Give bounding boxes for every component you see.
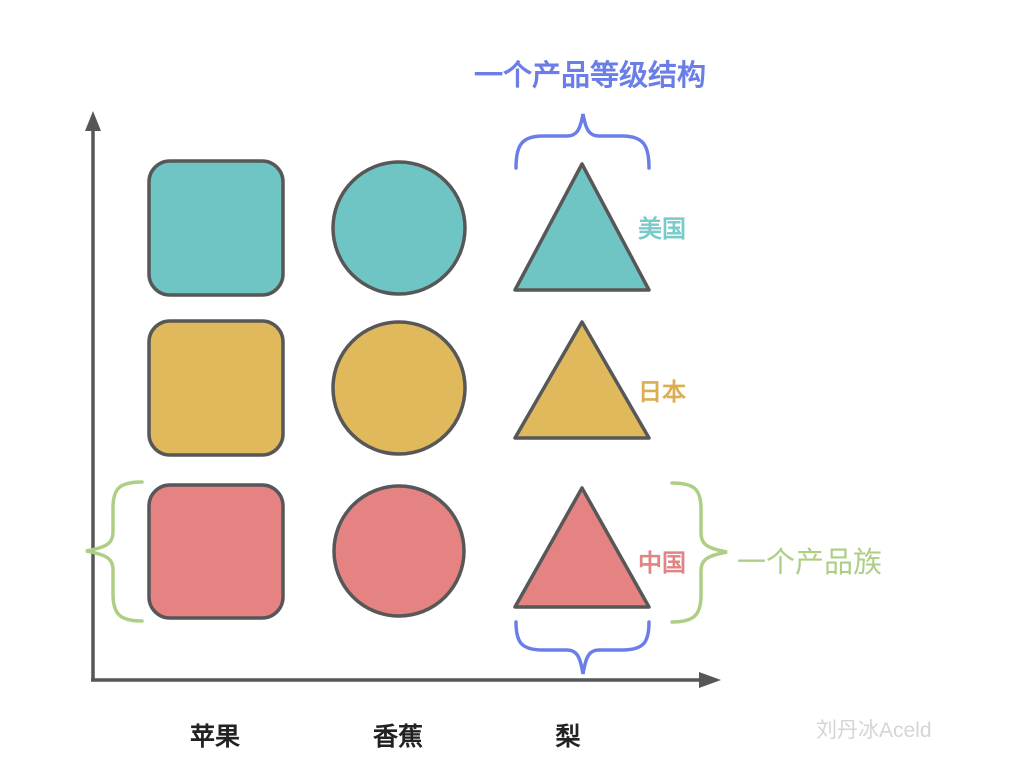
watermark: 刘丹冰Aceld [816,719,932,742]
shape-banana-japan-circle [331,320,467,456]
shape-pear-usa-triangle [513,162,651,292]
shape-apple-china-square [147,483,285,620]
column-label-banana: 香蕉 [373,723,423,751]
row-label-usa: 美国 [638,215,686,243]
column-labels: 苹果 香蕉 梨 [190,723,581,751]
brace-bottom-product-hierarchy [514,620,651,675]
row-japan: 日本 [147,319,686,457]
x-axis-arrowhead-icon [699,672,721,688]
shape-apple-usa-square [147,159,285,297]
row-usa: 美国 [147,159,686,297]
column-label-apple: 苹果 [190,723,240,751]
row-label-japan: 日本 [638,379,686,406]
shape-pear-japan-triangle [513,320,651,440]
column-label-pear: 梨 [555,723,580,751]
product-family-label: 一个产品族 [737,546,882,579]
brace-left-product-family [85,480,144,623]
y-axis-arrowhead-icon [85,111,101,131]
brace-right-product-family [670,481,728,624]
shape-pear-china-triangle [513,486,651,609]
product-hierarchy-title: 一个产品等级结构 [474,58,706,92]
row-label-china: 中国 [638,550,686,577]
row-china: 中国 [147,483,686,620]
axes [85,111,721,688]
shape-banana-usa-circle [331,160,467,296]
brace-top-product-hierarchy [514,113,651,170]
shape-apple-japan-square [147,319,285,457]
shape-banana-china-circle [332,484,466,618]
